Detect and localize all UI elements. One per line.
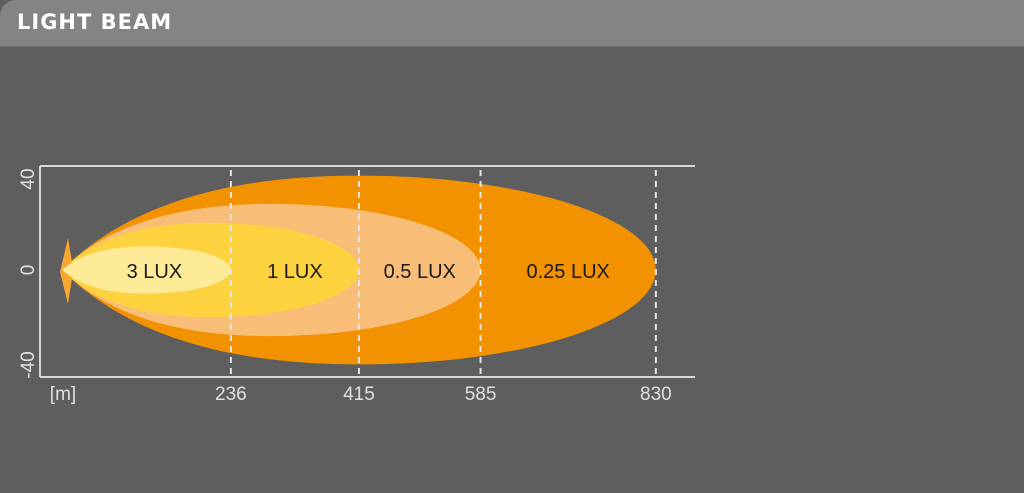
- y-tick-label: 0: [18, 265, 39, 276]
- zone-label: 1 LUX: [267, 261, 323, 283]
- x-unit-label: [m]: [50, 384, 76, 405]
- x-tick-label: 236: [215, 384, 247, 405]
- y-tick-label: -40: [18, 351, 39, 378]
- zone-label: 0.25 LUX: [527, 261, 610, 283]
- page-title: LIGHT BEAM: [17, 10, 173, 34]
- zone-label: 0.5 LUX: [384, 261, 456, 283]
- x-tick-label: 830: [640, 384, 672, 405]
- zone-label: 3 LUX: [127, 261, 183, 283]
- header-bar: LIGHT BEAM: [0, 0, 1024, 47]
- x-tick-label: 585: [465, 384, 497, 405]
- beam-zone: [62, 246, 231, 294]
- y-tick-label: 40: [18, 168, 39, 189]
- x-tick-label: 415: [343, 384, 375, 405]
- lamp-flare-icon: [60, 238, 72, 304]
